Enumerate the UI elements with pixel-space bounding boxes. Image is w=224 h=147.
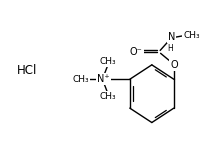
Text: HCl: HCl <box>17 64 37 77</box>
Text: CH₃: CH₃ <box>99 92 116 101</box>
Text: CH₃: CH₃ <box>183 31 200 40</box>
Text: CH₃: CH₃ <box>99 57 116 66</box>
Text: CH₃: CH₃ <box>73 75 89 84</box>
Text: H: H <box>168 44 173 53</box>
Text: N: N <box>168 32 175 42</box>
Text: O⁻: O⁻ <box>130 47 143 57</box>
Text: N⁺: N⁺ <box>97 74 110 84</box>
Text: O: O <box>170 60 178 70</box>
